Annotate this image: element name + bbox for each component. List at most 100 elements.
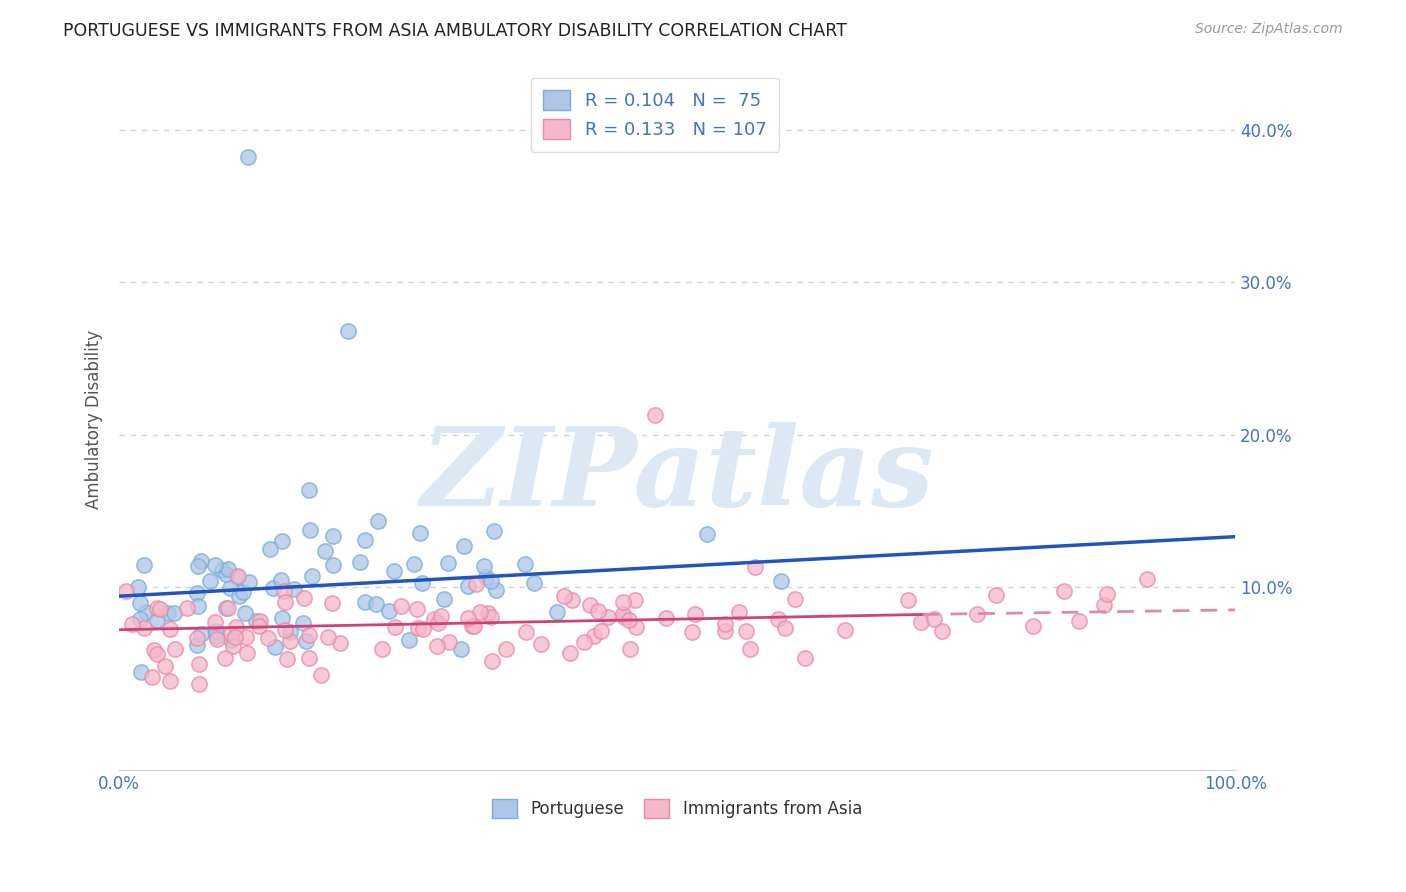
- Point: [322, 529, 344, 543]
- Point: [135, 605, 157, 619]
- Point: [619, 641, 641, 656]
- Point: [624, 620, 647, 634]
- Point: [278, 634, 301, 648]
- Point: [612, 595, 634, 609]
- Point: [322, 558, 344, 572]
- Point: [617, 614, 640, 628]
- Point: [301, 568, 323, 582]
- Point: [132, 558, 155, 573]
- Point: [482, 524, 505, 538]
- Point: [696, 526, 718, 541]
- Point: [190, 626, 212, 640]
- Point: [153, 658, 176, 673]
- Text: PORTUGUESE VS IMMIGRANTS FROM ASIA AMBULATORY DISABILITY CORRELATION CHART: PORTUGUESE VS IMMIGRANTS FROM ASIA AMBUL…: [63, 22, 848, 40]
- Point: [984, 588, 1007, 602]
- Point: [589, 624, 612, 638]
- Point: [204, 615, 226, 629]
- Point: [1136, 572, 1159, 586]
- Point: [295, 634, 318, 648]
- Point: [683, 607, 706, 621]
- Point: [337, 324, 360, 338]
- Point: [353, 533, 375, 547]
- Point: [219, 633, 242, 648]
- Point: [233, 606, 256, 620]
- Point: [115, 584, 138, 599]
- Point: [437, 556, 460, 570]
- Point: [238, 574, 260, 589]
- Point: [187, 657, 209, 672]
- Point: [236, 646, 259, 660]
- Point: [329, 636, 352, 650]
- Point: [163, 607, 186, 621]
- Point: [270, 573, 292, 587]
- Point: [298, 523, 321, 537]
- Point: [572, 635, 595, 649]
- Point: [226, 569, 249, 583]
- Point: [586, 603, 609, 617]
- Point: [561, 593, 583, 607]
- Point: [273, 583, 295, 598]
- Point: [217, 562, 239, 576]
- Point: [553, 589, 575, 603]
- Point: [371, 641, 394, 656]
- Point: [457, 610, 479, 624]
- Point: [176, 600, 198, 615]
- Point: [292, 616, 315, 631]
- Point: [583, 629, 606, 643]
- Point: [274, 623, 297, 637]
- Point: [217, 601, 239, 615]
- Point: [485, 583, 508, 598]
- Point: [321, 596, 343, 610]
- Point: [157, 607, 180, 621]
- Point: [256, 631, 278, 645]
- Point: [262, 581, 284, 595]
- Point: [463, 619, 485, 633]
- Point: [159, 622, 181, 636]
- Point: [389, 599, 412, 613]
- Point: [530, 637, 553, 651]
- Point: [450, 642, 472, 657]
- Point: [200, 574, 222, 588]
- Point: [740, 641, 762, 656]
- Point: [219, 581, 242, 595]
- Point: [249, 619, 271, 633]
- Point: [187, 676, 209, 690]
- Point: [931, 624, 953, 639]
- Point: [546, 605, 568, 619]
- Point: [437, 635, 460, 649]
- Point: [298, 483, 321, 497]
- Point: [408, 526, 430, 541]
- Point: [149, 602, 172, 616]
- Point: [292, 591, 315, 605]
- Point: [794, 650, 817, 665]
- Point: [205, 632, 228, 647]
- Point: [190, 554, 212, 568]
- Point: [349, 555, 371, 569]
- Point: [145, 613, 167, 627]
- Point: [1067, 614, 1090, 628]
- Text: ZIPatlas: ZIPatlas: [420, 422, 934, 529]
- Point: [966, 607, 988, 622]
- Point: [384, 619, 406, 633]
- Point: [276, 652, 298, 666]
- Point: [727, 605, 749, 619]
- Point: [214, 651, 236, 665]
- Point: [430, 608, 453, 623]
- Point: [461, 618, 484, 632]
- Legend: Portuguese, Immigrants from Asia: Portuguese, Immigrants from Asia: [485, 793, 869, 825]
- Point: [298, 627, 321, 641]
- Point: [513, 558, 536, 572]
- Point: [578, 599, 600, 613]
- Point: [163, 642, 186, 657]
- Point: [245, 614, 267, 628]
- Point: [464, 577, 486, 591]
- Point: [132, 622, 155, 636]
- Point: [766, 612, 789, 626]
- Point: [311, 668, 333, 682]
- Point: [475, 570, 498, 584]
- Point: [897, 593, 920, 607]
- Point: [205, 629, 228, 643]
- Point: [922, 612, 945, 626]
- Point: [472, 558, 495, 573]
- Point: [270, 533, 292, 548]
